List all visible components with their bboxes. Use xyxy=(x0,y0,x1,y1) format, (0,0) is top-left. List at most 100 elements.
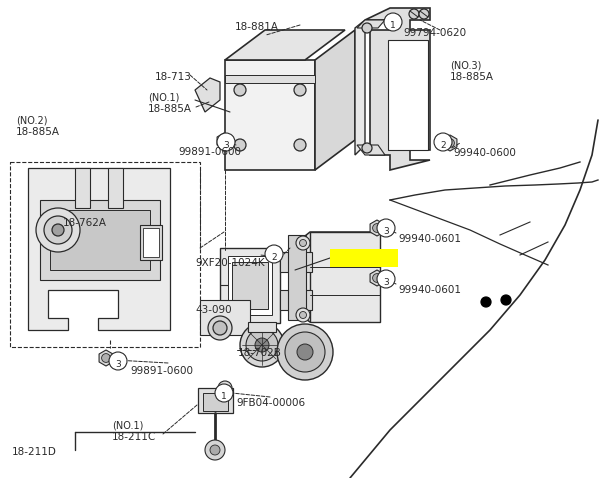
Text: 1: 1 xyxy=(390,21,396,30)
Circle shape xyxy=(277,324,333,380)
Circle shape xyxy=(208,316,232,340)
Text: 18-211C: 18-211C xyxy=(112,432,156,442)
Circle shape xyxy=(217,133,235,151)
Circle shape xyxy=(294,139,306,151)
Circle shape xyxy=(215,384,233,402)
Circle shape xyxy=(481,297,491,307)
Text: 18-885A: 18-885A xyxy=(450,72,494,82)
Circle shape xyxy=(373,273,382,282)
Circle shape xyxy=(234,139,246,151)
Circle shape xyxy=(296,308,310,322)
Text: 2: 2 xyxy=(440,141,446,150)
Circle shape xyxy=(297,344,313,360)
Polygon shape xyxy=(195,78,220,112)
Circle shape xyxy=(501,295,511,305)
Text: 18-885A: 18-885A xyxy=(16,127,60,137)
Circle shape xyxy=(218,381,232,395)
Text: 9XF20-1024K: 9XF20-1024K xyxy=(195,258,265,268)
Text: 99891-0600: 99891-0600 xyxy=(130,366,193,376)
Bar xyxy=(225,75,315,83)
Bar xyxy=(280,290,312,310)
Polygon shape xyxy=(357,145,385,155)
Bar xyxy=(50,210,150,270)
Polygon shape xyxy=(225,30,345,60)
Bar xyxy=(388,40,428,150)
Circle shape xyxy=(434,133,452,151)
Polygon shape xyxy=(370,270,384,286)
Text: 18-9E0: 18-9E0 xyxy=(340,250,388,263)
Bar xyxy=(198,388,233,413)
Bar xyxy=(310,232,380,322)
Circle shape xyxy=(240,323,284,367)
Text: 3: 3 xyxy=(223,141,229,150)
Text: 18-881A: 18-881A xyxy=(235,22,279,32)
Bar xyxy=(248,322,276,332)
Text: 18-702B: 18-702B xyxy=(238,348,282,358)
Bar xyxy=(228,256,272,315)
Text: 99940-0600: 99940-0600 xyxy=(453,148,516,158)
Circle shape xyxy=(109,352,127,370)
Circle shape xyxy=(234,84,246,96)
Bar xyxy=(108,168,123,208)
Text: (NO.1): (NO.1) xyxy=(148,92,179,102)
Polygon shape xyxy=(217,133,231,149)
Circle shape xyxy=(299,239,307,247)
Bar xyxy=(200,300,250,335)
Bar xyxy=(140,225,162,260)
Polygon shape xyxy=(290,232,380,322)
Bar xyxy=(75,168,90,208)
Circle shape xyxy=(377,270,395,288)
Text: (NO.2): (NO.2) xyxy=(16,115,47,125)
Text: 18-885A: 18-885A xyxy=(148,104,192,114)
Bar xyxy=(288,235,306,320)
Polygon shape xyxy=(355,20,365,155)
Circle shape xyxy=(285,332,325,372)
Text: 99891-0600: 99891-0600 xyxy=(178,147,241,157)
Bar xyxy=(220,248,280,323)
Bar xyxy=(203,393,228,411)
Circle shape xyxy=(384,13,402,31)
Text: 99794-0620: 99794-0620 xyxy=(403,28,466,38)
Circle shape xyxy=(419,9,429,19)
Bar xyxy=(225,60,315,170)
Text: (NO.3): (NO.3) xyxy=(450,60,481,70)
Circle shape xyxy=(221,384,229,391)
Circle shape xyxy=(44,216,72,244)
Text: 99940-0601: 99940-0601 xyxy=(398,285,461,295)
Text: 1: 1 xyxy=(221,392,227,401)
Text: 18-762A: 18-762A xyxy=(63,218,107,228)
Circle shape xyxy=(294,84,306,96)
Circle shape xyxy=(362,23,372,33)
Polygon shape xyxy=(370,220,384,236)
Circle shape xyxy=(299,312,307,318)
Circle shape xyxy=(36,208,80,252)
Bar xyxy=(40,200,160,280)
Circle shape xyxy=(296,236,310,250)
Bar xyxy=(330,249,398,267)
Text: (NO.1): (NO.1) xyxy=(112,420,143,430)
Circle shape xyxy=(377,219,395,237)
Text: 3: 3 xyxy=(115,360,121,369)
Polygon shape xyxy=(28,168,170,330)
Circle shape xyxy=(52,224,64,236)
Circle shape xyxy=(265,245,283,263)
Polygon shape xyxy=(315,30,355,170)
Polygon shape xyxy=(443,135,457,151)
Text: 99940-0601: 99940-0601 xyxy=(398,234,461,244)
Bar xyxy=(232,262,268,309)
Circle shape xyxy=(373,224,382,232)
Bar xyxy=(10,162,200,347)
Text: 9FB04-00006: 9FB04-00006 xyxy=(236,398,305,408)
Text: 43-090: 43-090 xyxy=(195,305,232,315)
Circle shape xyxy=(362,143,372,153)
Circle shape xyxy=(446,139,454,147)
Polygon shape xyxy=(357,20,385,28)
Text: 2: 2 xyxy=(271,253,277,262)
Text: 18-211D: 18-211D xyxy=(12,447,57,457)
Circle shape xyxy=(213,321,227,335)
Circle shape xyxy=(255,338,269,352)
Polygon shape xyxy=(365,8,430,170)
Bar xyxy=(143,228,159,257)
Circle shape xyxy=(246,329,278,361)
Circle shape xyxy=(205,440,225,460)
